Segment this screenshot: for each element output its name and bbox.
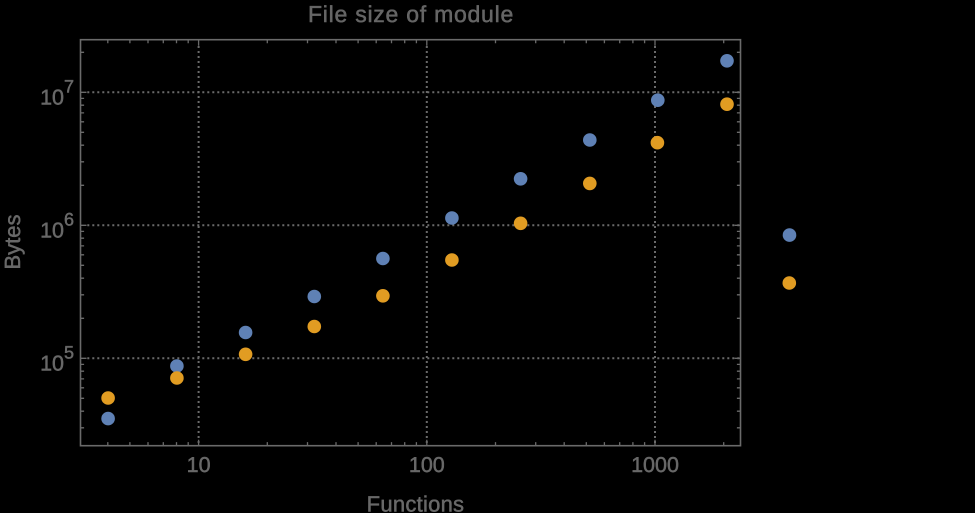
svg-text:Bytes: Bytes [0, 214, 25, 269]
svg-text:Functions: Functions [367, 492, 465, 513]
svg-text:File size of module: File size of module [308, 1, 514, 27]
svg-text:100: 100 [409, 453, 445, 477]
svg-text:1000: 1000 [631, 453, 679, 477]
svg-text:10: 10 [187, 453, 211, 477]
